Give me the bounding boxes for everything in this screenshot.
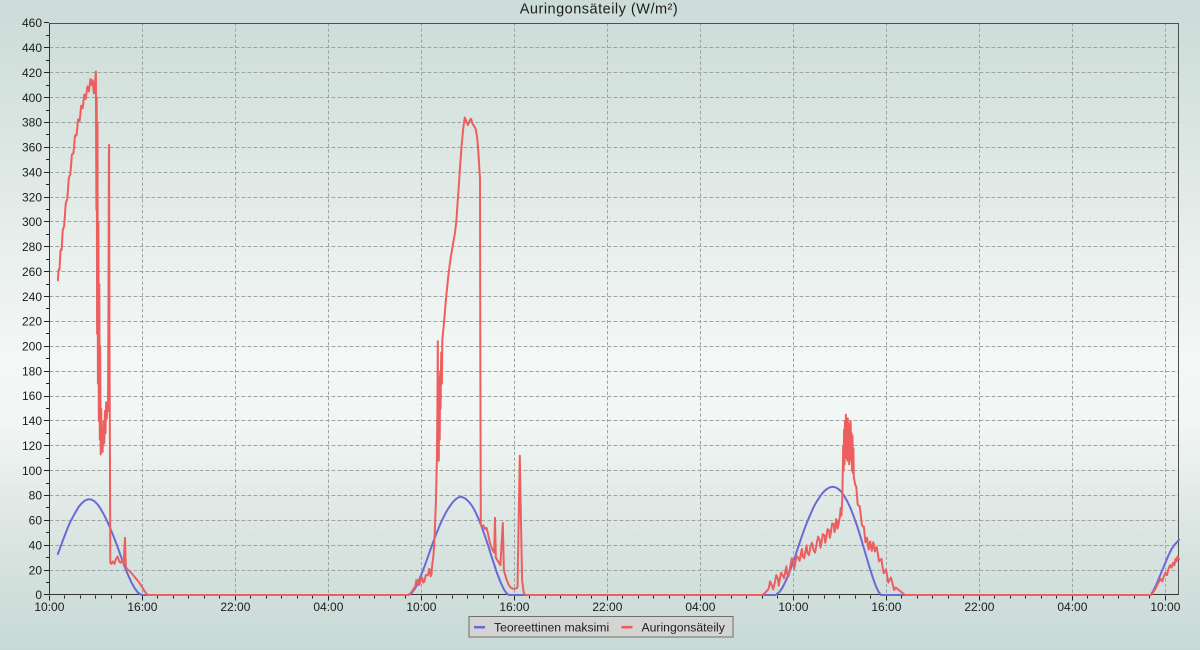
svg-text:20: 20 [29,563,43,577]
svg-text:16:00: 16:00 [127,600,157,614]
svg-text:400: 400 [22,91,42,105]
svg-text:04:00: 04:00 [685,600,715,614]
svg-text:0: 0 [35,588,42,602]
svg-text:22:00: 22:00 [220,600,250,614]
svg-text:380: 380 [22,116,42,130]
svg-text:240: 240 [22,290,42,304]
svg-text:22:00: 22:00 [592,600,622,614]
svg-text:160: 160 [22,389,42,403]
svg-text:420: 420 [22,66,42,80]
svg-text:80: 80 [29,489,43,503]
svg-text:10:00: 10:00 [1150,600,1180,614]
svg-text:280: 280 [22,240,42,254]
svg-text:260: 260 [22,265,42,279]
svg-text:10:00: 10:00 [34,600,64,614]
svg-text:Auringonsäteily: Auringonsäteily [642,621,726,635]
svg-text:16:00: 16:00 [499,600,529,614]
svg-text:460: 460 [22,16,42,30]
svg-text:100: 100 [22,464,42,478]
svg-text:40: 40 [29,539,43,553]
svg-text:220: 220 [22,315,42,329]
svg-text:10:00: 10:00 [778,600,808,614]
svg-text:60: 60 [29,514,43,528]
svg-text:10:00: 10:00 [406,600,436,614]
svg-text:200: 200 [22,340,42,354]
svg-text:120: 120 [22,439,42,453]
svg-text:Auringonsäteily (W/m²): Auringonsäteily (W/m²) [520,2,678,18]
svg-text:300: 300 [22,215,42,229]
svg-text:22:00: 22:00 [964,600,994,614]
svg-text:16:00: 16:00 [871,600,901,614]
svg-text:180: 180 [22,364,42,378]
svg-text:320: 320 [22,190,42,204]
svg-text:Teoreettinen maksimi: Teoreettinen maksimi [494,621,609,635]
svg-text:340: 340 [22,165,42,179]
svg-text:440: 440 [22,41,42,55]
svg-text:360: 360 [22,141,42,155]
svg-text:04:00: 04:00 [313,600,343,614]
svg-text:140: 140 [22,414,42,428]
svg-text:04:00: 04:00 [1057,600,1087,614]
